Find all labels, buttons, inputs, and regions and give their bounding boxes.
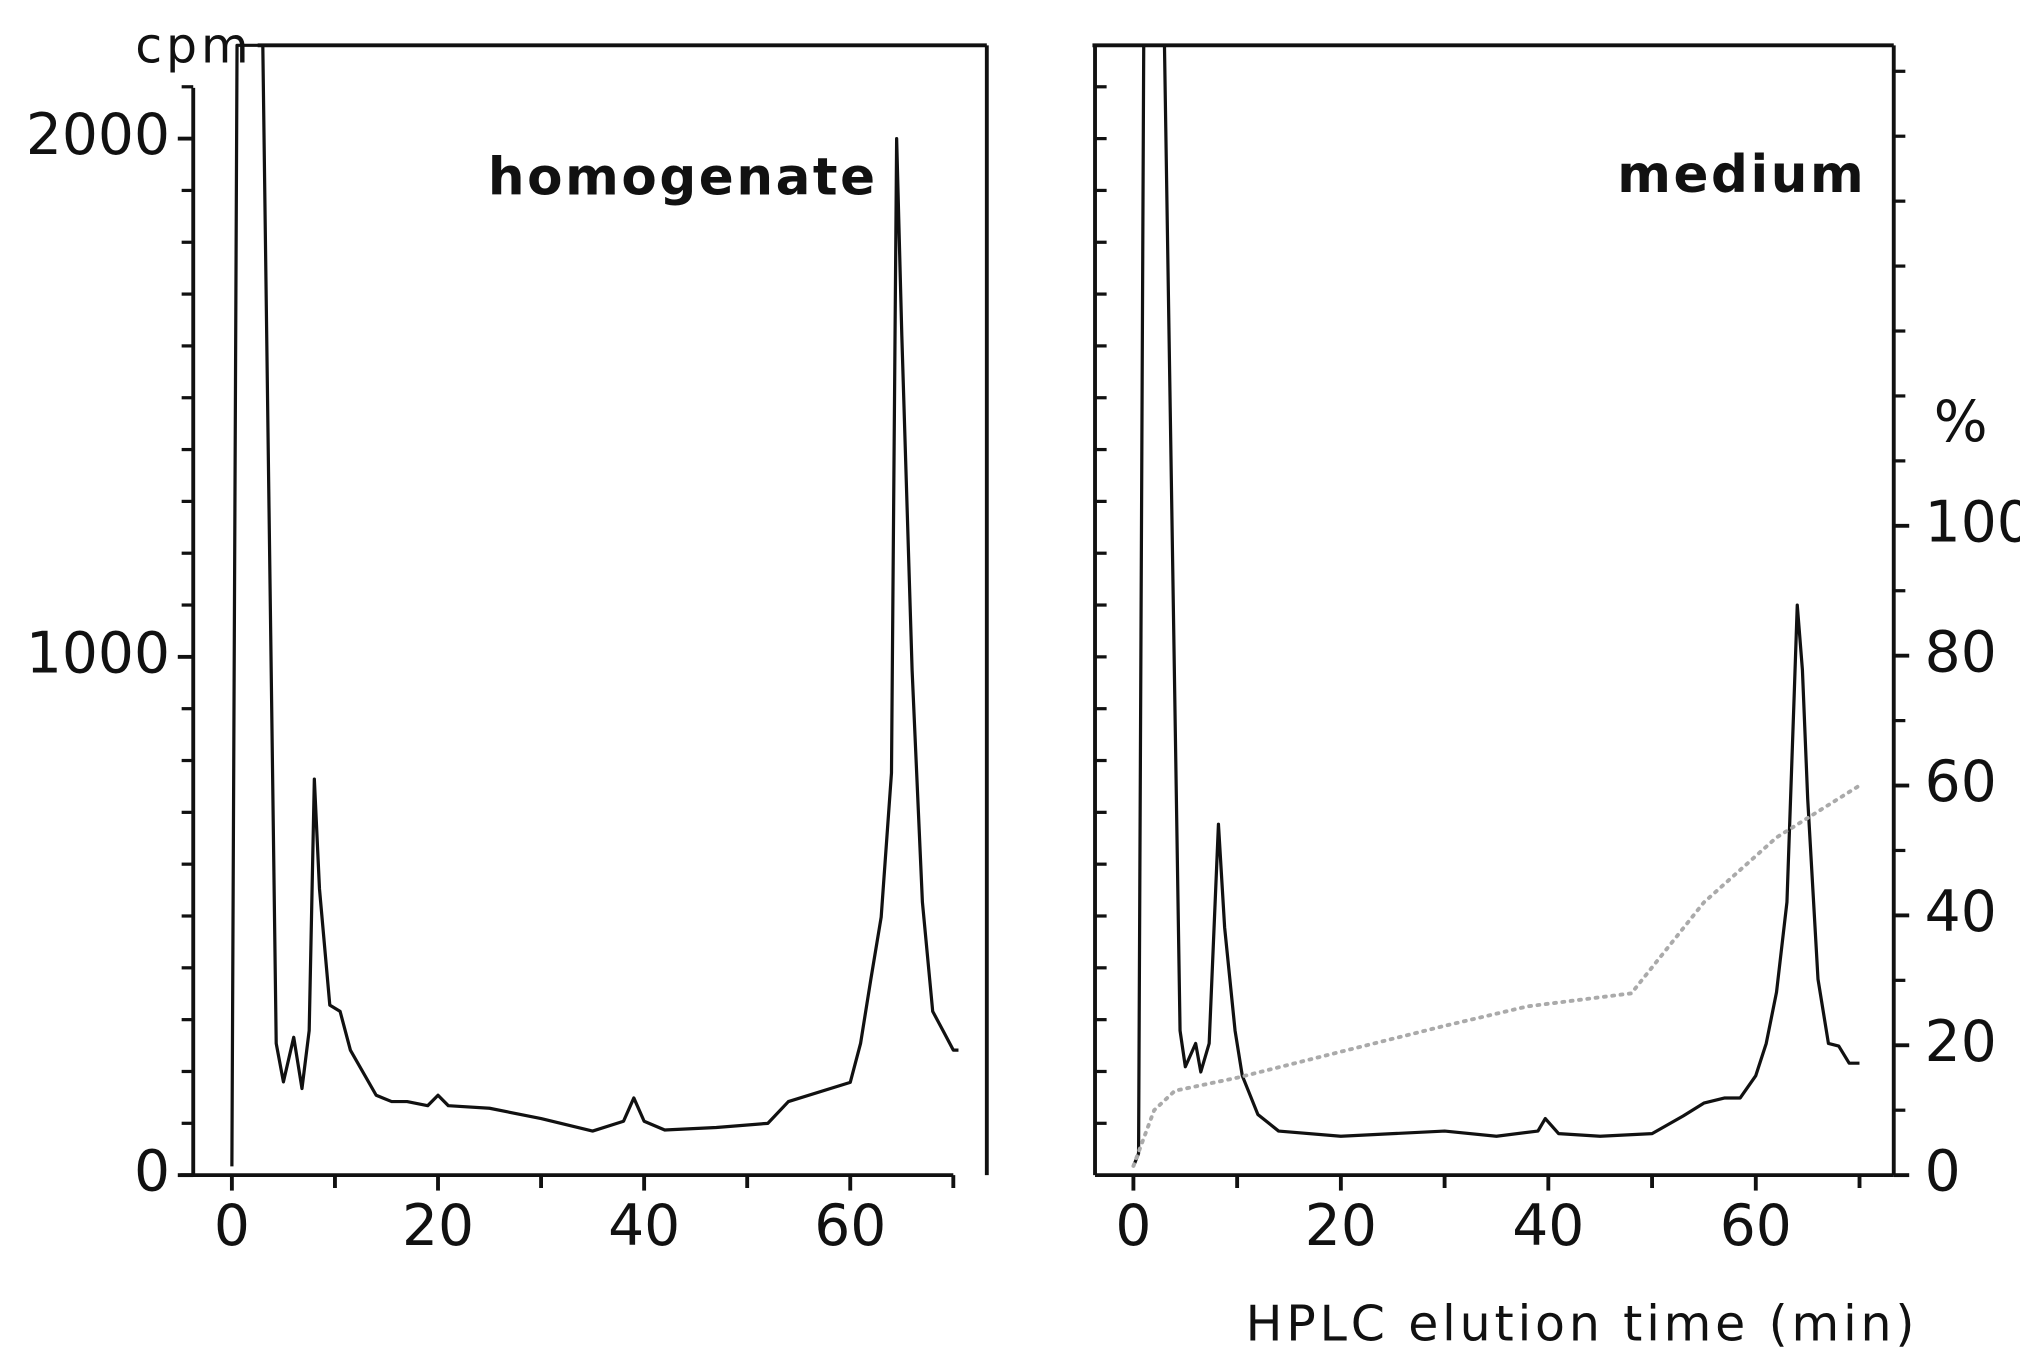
data-line — [1131, 43, 1860, 1167]
y2-tick-label: 80 — [1925, 619, 1997, 685]
y2-tick-label: 100 — [1925, 489, 2020, 555]
x-tick-label: 60 — [814, 1193, 886, 1259]
y-tick-label: 2000 — [26, 102, 170, 168]
y2-axis-label: % — [1934, 389, 1988, 455]
data-line — [230, 43, 959, 1167]
x-tick-label: 40 — [608, 1193, 680, 1259]
chart-title: medium — [1617, 145, 1866, 205]
chart-title: homogenate — [488, 148, 878, 208]
y-tick-label: 1000 — [26, 620, 170, 686]
y-axis-label: cpm — [135, 18, 252, 75]
y2-tick-label: 60 — [1925, 749, 1997, 815]
x-axis-label: HPLC elution time (min) — [1246, 1296, 1919, 1353]
y2-tick-label: 20 — [1925, 1009, 1997, 1075]
y-tick-label: 0 — [134, 1139, 170, 1205]
y2-tick-label: 40 — [1925, 879, 1997, 945]
x-tick-label: 0 — [1115, 1193, 1151, 1259]
x-tick-label: 0 — [214, 1193, 250, 1259]
x-tick-label: 40 — [1512, 1193, 1584, 1259]
x-tick-label: 60 — [1720, 1193, 1792, 1259]
x-tick-label: 20 — [1305, 1193, 1377, 1259]
y2-tick-label: 0 — [1925, 1139, 1961, 1205]
data-line — [1131, 783, 1862, 1168]
x-tick-label: 20 — [402, 1193, 474, 1259]
